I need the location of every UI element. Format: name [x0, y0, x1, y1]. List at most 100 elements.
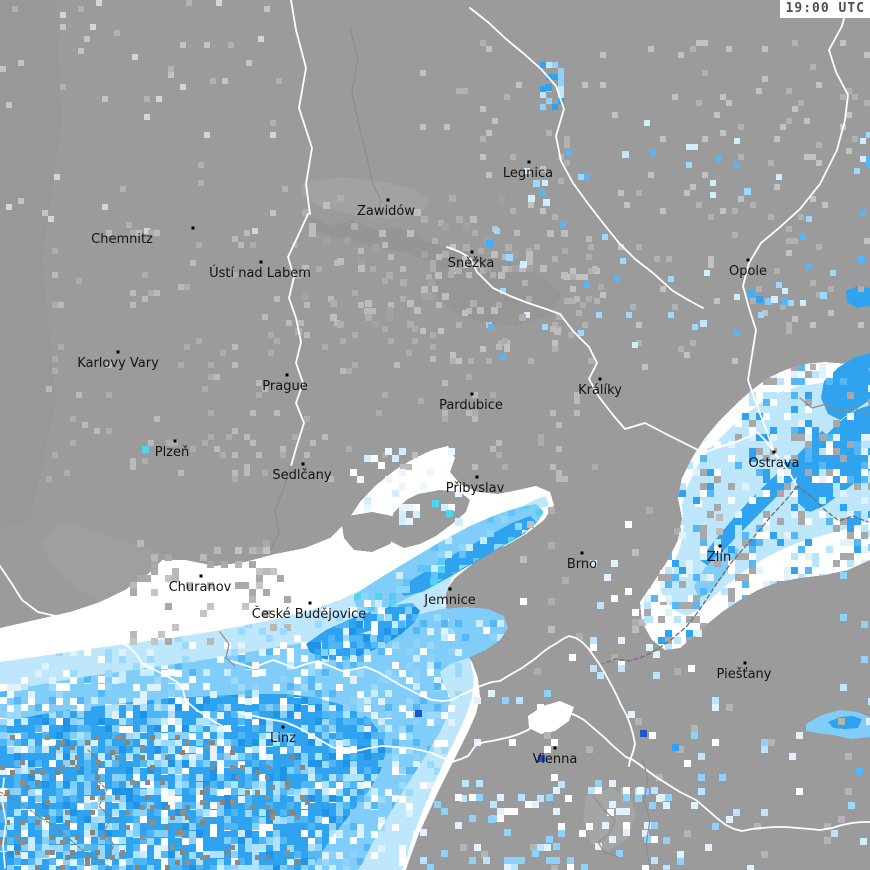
city-marker: Piešťany: [717, 661, 772, 682]
city-dot: [191, 226, 195, 230]
kwisa-river-line: [349, 27, 382, 215]
city-dot: [553, 746, 557, 750]
city-label: Opole: [729, 264, 767, 279]
oder-river-line: [742, 2, 849, 463]
noise-vltava-white-noise: [350, 448, 462, 525]
precip-zlin-mid: [694, 546, 739, 599]
sk-pl-border-line: [796, 485, 869, 523]
terrain-zawidow-light-patch: [300, 177, 430, 219]
terrain-left-dark-strip: [0, 0, 62, 530]
vltava-upper-river-line: [270, 465, 292, 551]
city-marker: Ostrava: [748, 450, 800, 471]
city-marker: Zlín: [707, 544, 731, 565]
city-label: Ústí nad Labem: [209, 265, 311, 281]
city-label: České Budějovice: [252, 606, 366, 622]
city-dot: [475, 475, 479, 479]
city-marker: Jemnice: [423, 587, 476, 608]
terrain-vienna-basin-light: [583, 788, 636, 851]
city-dot: [308, 601, 312, 605]
city-dot: [746, 258, 750, 262]
precip-ne-strong-2: [795, 405, 870, 512]
city-dot: [598, 377, 602, 381]
city-label: Piešťany: [717, 667, 772, 682]
pl-river-line: [799, 397, 869, 415]
city-marker: Sněžka: [448, 250, 495, 271]
city-label: Ostrava: [748, 456, 799, 471]
city-marker: Plzeň: [155, 439, 190, 460]
alps-river-line: [0, 791, 109, 867]
noise-pl-speckle: [420, 40, 870, 370]
sumava-border-line: [0, 565, 232, 732]
inn-river-line: [87, 749, 115, 861]
timestamp-badge: 19:00 UTC: [779, 0, 870, 18]
terrain-cz-north-ridge: [308, 215, 470, 270]
city-dot: [259, 260, 263, 264]
city-label: Jemnice: [423, 593, 476, 608]
noise-bottom-center-precip: [420, 780, 672, 870]
city-label: Pardubice: [439, 398, 503, 413]
city-dot: [470, 392, 474, 396]
noise-mtn-speckle: [295, 195, 568, 335]
precip-ne-strong-3: [821, 353, 870, 420]
noise-cz-south-gray: [130, 540, 291, 645]
city-dot: [301, 462, 305, 466]
noise-alps-terrain: [0, 735, 310, 870]
noise-pl-precip-specks: [488, 120, 870, 360]
noise-de-speckle: [0, 0, 288, 234]
city-dot: [527, 160, 531, 164]
city-label: Vienna: [533, 752, 578, 767]
city-marker: Přibyslav: [446, 475, 505, 496]
city-label: Prague: [262, 379, 307, 394]
city-marker: Opole: [729, 258, 767, 279]
city-dot: [772, 450, 776, 454]
city-label: Linz: [270, 731, 296, 746]
noise-right-edge-speckle: [840, 530, 870, 705]
city-marker: Churanov: [169, 574, 232, 595]
isolated-precip-pixels: [142, 84, 867, 845]
city-dot: [718, 544, 722, 548]
city-dot: [386, 198, 390, 202]
neisse-river-border-line: [290, 0, 313, 215]
city-marker: Linz: [270, 725, 296, 746]
city-marker: Sedlčany: [272, 462, 332, 483]
city-label: Legnica: [503, 166, 553, 181]
city-dot: [285, 373, 289, 377]
cz-pl-border-line: [446, 246, 798, 487]
morava-river-line: [642, 759, 651, 869]
city-marker: Chemnitz: [91, 226, 195, 247]
city-dot: [199, 574, 203, 578]
city-label: Churanov: [169, 580, 232, 595]
city-marker: Prague: [262, 373, 308, 394]
city-label: Zlín: [707, 550, 731, 565]
elbe-vltava-river-line: [287, 213, 309, 467]
city-dot: [743, 661, 747, 665]
city-label: Plzeň: [155, 445, 190, 460]
city-label: Karlovy Vary: [77, 356, 159, 371]
city-label: Zawidów: [357, 204, 415, 219]
bobr-river-line: [469, 7, 704, 309]
city-label: Sněžka: [448, 256, 495, 271]
city-dot: [116, 350, 120, 354]
city-label: Brno: [567, 557, 597, 572]
terrain-krkonose-dark: [432, 256, 562, 326]
se-meander-line: [592, 795, 619, 858]
city-marker: Pardubice: [439, 392, 503, 413]
city-label: Králíky: [578, 383, 622, 398]
city-dot: [580, 551, 584, 555]
city-label: Sedlčany: [272, 468, 331, 483]
city-marker: Zawidów: [357, 198, 415, 219]
precip-gray-gap-2: [342, 512, 398, 552]
precip-ne-strong-1: [700, 431, 830, 566]
city-label: Přibyslav: [446, 481, 505, 496]
city-marker: Legnica: [503, 160, 553, 181]
cz-at-border-line: [230, 635, 636, 767]
city-marker: Vienna: [533, 746, 578, 767]
city-marker: České Budějovice: [252, 601, 366, 622]
city-marker: Králíky: [578, 377, 622, 398]
city-dot: [173, 439, 177, 443]
city-marker: Brno: [567, 551, 597, 572]
cz-sk-border-line: [602, 485, 798, 665]
city-dot: [470, 250, 474, 254]
